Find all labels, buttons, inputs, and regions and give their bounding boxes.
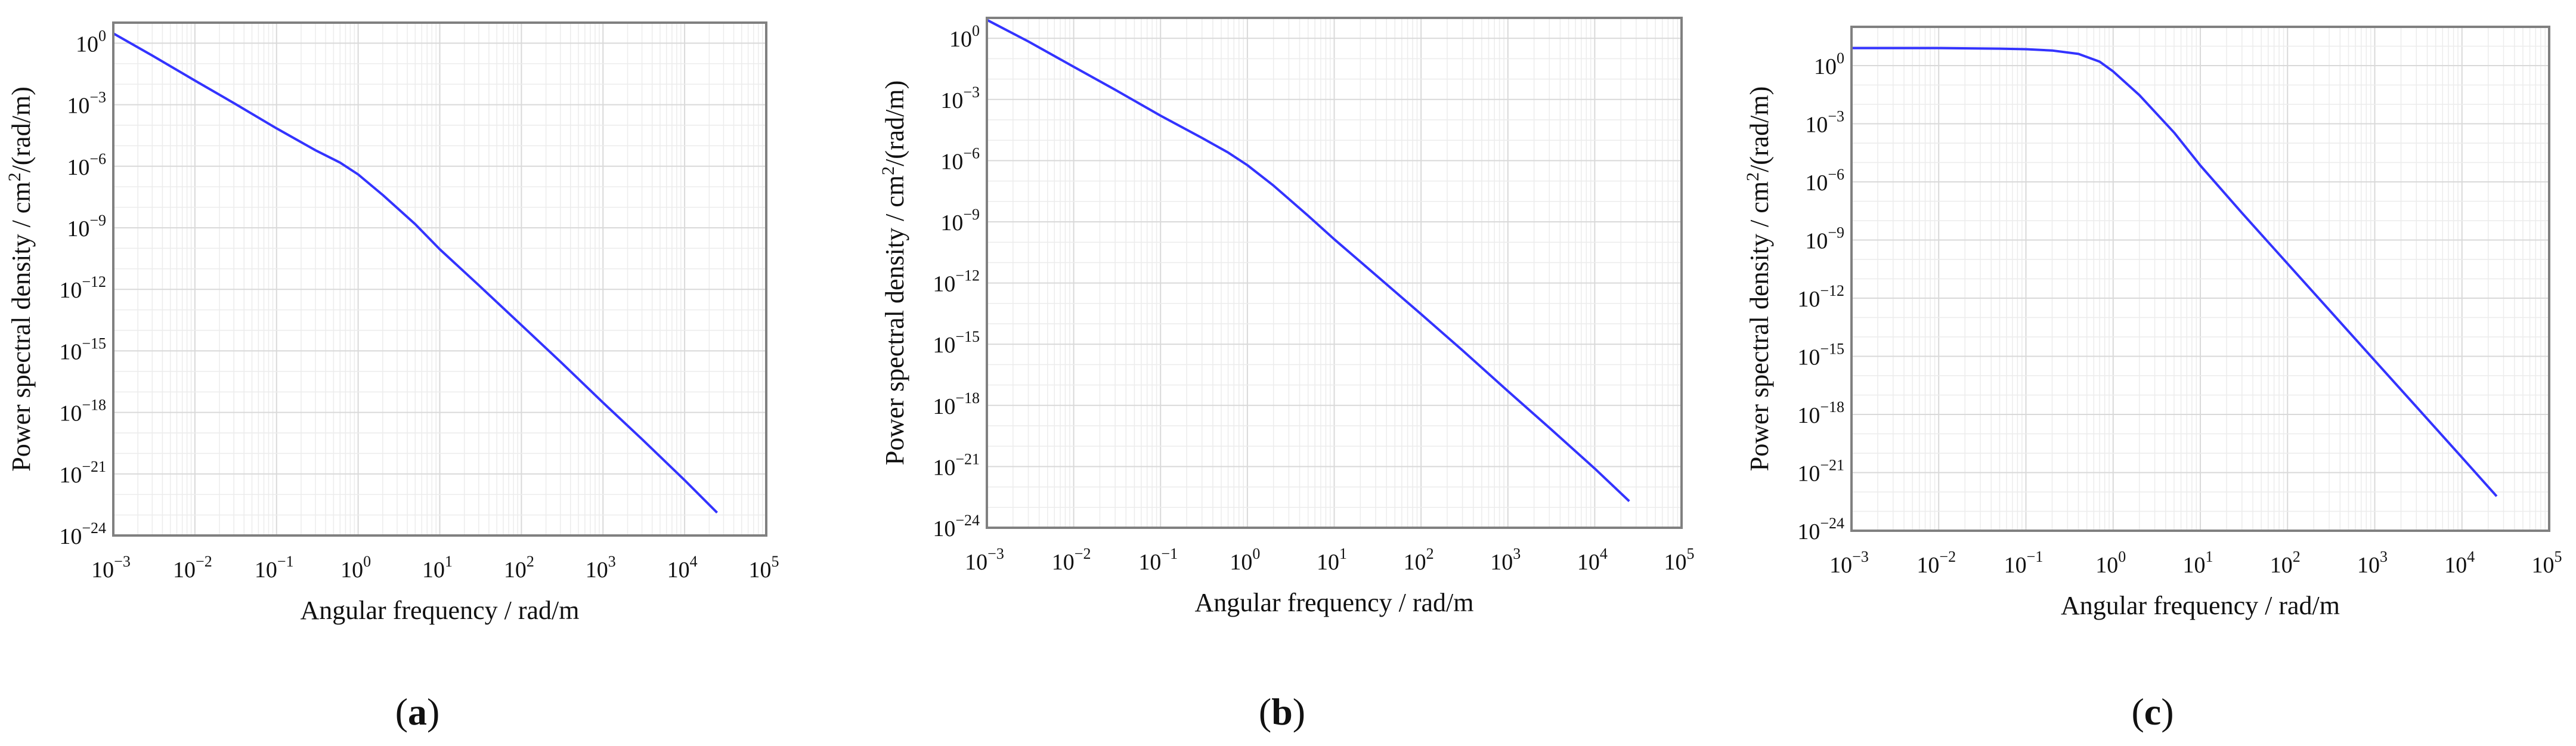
y-tick-label: 100	[76, 27, 106, 57]
y-tick-label: 10−3	[940, 83, 980, 113]
y-tick-label: 10−21	[933, 450, 980, 480]
x-tick-label: 10−3	[965, 545, 1004, 575]
x-tick-label: 104	[1577, 545, 1608, 575]
x-tick-label: 10−2	[1052, 545, 1091, 575]
panel-label: (b)	[1259, 691, 1305, 733]
x-tick-label: 105	[1664, 545, 1695, 575]
y-tick-label: 10−24	[933, 512, 980, 541]
x-axis-label: Angular frequency / rad/m	[301, 596, 580, 625]
x-tick-label: 10−2	[1916, 548, 1956, 578]
y-tick-label: 10−15	[1797, 341, 1844, 370]
plot-frame	[986, 17, 1683, 529]
y-tick-label: 10−15	[933, 328, 980, 358]
y-tick-label: 10−21	[1797, 457, 1844, 487]
x-tick-label: 10−2	[173, 553, 212, 583]
x-tick-label: 102	[2270, 548, 2301, 578]
y-tick-label: 10−18	[933, 389, 980, 419]
x-tick-label: 100	[340, 553, 371, 583]
y-tick-label: 10−18	[1797, 398, 1844, 428]
y-tick-label: 10−12	[933, 267, 980, 297]
y-tick-label: 100	[949, 22, 980, 52]
y-tick-label: 10−9	[67, 212, 106, 242]
x-tick-label: 101	[422, 553, 453, 583]
panel-label: (a)	[395, 691, 440, 733]
series-line	[113, 32, 719, 514]
y-tick-label: 10−9	[940, 206, 980, 236]
chart-panel-a: 10−3 10−2 10−1 100 101 102 103 104 105 100 10−3 10−…	[5, 21, 779, 733]
x-tick-label: 103	[1490, 545, 1521, 575]
y-tick-label: 10−12	[1797, 282, 1844, 312]
x-tick-label: 101	[1317, 545, 1347, 575]
x-tick-label: 10−3	[91, 553, 131, 583]
y-tick-label: 10−15	[59, 335, 106, 364]
x-tick-label: 10−1	[2004, 548, 2044, 578]
series-line	[1852, 47, 2498, 497]
x-tick-label: 105	[2532, 548, 2562, 578]
plot-frame	[1850, 26, 2550, 532]
y-tick-label: 10−9	[1805, 224, 1844, 254]
x-tick-label: 100	[2095, 548, 2126, 578]
x-tick-label: 100	[1230, 545, 1260, 575]
y-axis-label: Power spectral density / cm2/(rad/m)	[5, 86, 36, 472]
x-tick-label: 102	[1404, 545, 1434, 575]
y-tick-label: 10−3	[1805, 108, 1844, 138]
y-tick-label: 10−6	[1805, 166, 1844, 196]
y-tick-label: 10−21	[59, 458, 106, 488]
x-tick-label: 10−1	[1138, 545, 1178, 575]
chart-panel-b: 10−3 10−2 10−1 100 101 102 103 104 105 100 10−3 10−…	[878, 17, 1695, 733]
x-tick-label: 104	[2444, 548, 2475, 578]
x-tick-label: 103	[586, 553, 616, 583]
y-tick-label: 10−3	[67, 89, 106, 119]
y-tick-label: 10−12	[59, 273, 106, 303]
y-tick-label: 10−24	[1797, 515, 1844, 544]
x-tick-label: 10−3	[1829, 548, 1869, 578]
x-tick-label: 10−1	[255, 553, 294, 583]
y-tick-label: 10−18	[59, 397, 106, 426]
x-tick-label: 104	[667, 553, 698, 583]
x-tick-label: 101	[2183, 548, 2213, 578]
x-tick-label: 105	[749, 553, 779, 583]
y-tick-label: 10−6	[67, 150, 106, 180]
y-tick-label: 10−24	[59, 519, 106, 549]
x-axis-label: Angular frequency / rad/m	[2061, 591, 2340, 620]
y-axis-label: Power spectral density / cm2/(rad/m)	[1743, 86, 1774, 472]
x-tick-label: 103	[2357, 548, 2388, 578]
x-tick-label: 102	[504, 553, 534, 583]
chart-panel-c: 10−3 10−2 10−1 100 101 102 103 104 105 100 10−3 10−…	[1743, 26, 2562, 733]
plot-frame	[112, 21, 767, 537]
series-line	[986, 18, 1630, 502]
y-axis-label: Power spectral density / cm2/(rad/m)	[878, 81, 909, 466]
y-tick-label: 100	[1814, 49, 1844, 79]
x-axis-label: Angular frequency / rad/m	[1195, 588, 1474, 617]
y-tick-label: 10−6	[940, 144, 980, 174]
panel-label: (c)	[2131, 691, 2174, 733]
